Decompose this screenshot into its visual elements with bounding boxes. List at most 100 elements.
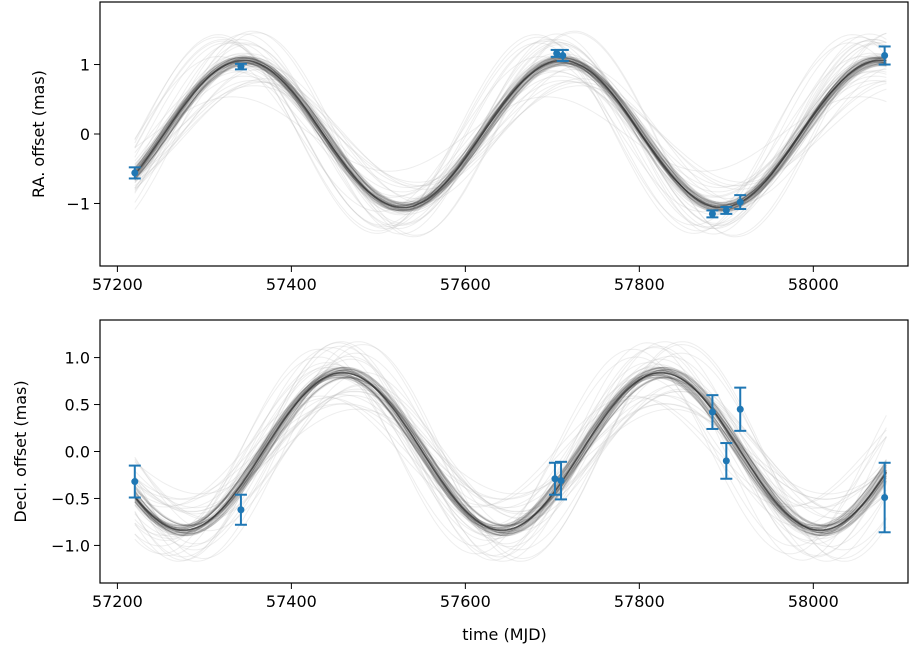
model-curve-faint bbox=[134, 85, 887, 183]
model-curve bbox=[134, 61, 887, 207]
data-marker bbox=[722, 206, 730, 214]
model-curve-faint bbox=[134, 44, 887, 224]
model-curve bbox=[134, 376, 887, 527]
x-tick-label: 58000 bbox=[788, 592, 839, 611]
model-curve-faint bbox=[134, 408, 887, 495]
model-curve-faint bbox=[134, 382, 887, 521]
model-curve-faint bbox=[134, 30, 887, 238]
model-curve bbox=[134, 374, 887, 529]
data-point bbox=[706, 394, 719, 430]
decl-y-ticks: 1.0 0.5 0.0 −0.5 −1.0 bbox=[51, 349, 100, 555]
model-curve-faint bbox=[134, 397, 887, 506]
model-curve-faint bbox=[134, 366, 887, 537]
model-curve bbox=[134, 61, 887, 207]
ra-x-ticks: 57200 57400 57600 57800 58000 bbox=[92, 266, 839, 294]
decl-x-ticks: 57200 57400 57600 57800 58000 bbox=[92, 583, 839, 611]
decl-y-axis-label: Decl. offset (mas) bbox=[11, 380, 30, 522]
model-curve bbox=[134, 368, 887, 535]
model-curve-faint bbox=[134, 34, 887, 234]
data-marker bbox=[131, 478, 139, 486]
x-tick-label: 57600 bbox=[440, 275, 491, 294]
model-curve bbox=[134, 56, 887, 212]
model-curve bbox=[134, 374, 887, 529]
model-curve bbox=[134, 376, 887, 527]
data-marker bbox=[881, 494, 889, 502]
x-tick-label: 57600 bbox=[440, 592, 491, 611]
x-tick-label: 58000 bbox=[788, 275, 839, 294]
model-curve-faint bbox=[134, 70, 887, 198]
model-curve bbox=[134, 61, 887, 207]
model-curve bbox=[134, 374, 887, 529]
model-curve-faint bbox=[134, 388, 887, 515]
decl-model-curves bbox=[134, 341, 888, 562]
data-marker bbox=[551, 475, 559, 483]
model-curve bbox=[134, 376, 887, 527]
model-curve bbox=[134, 375, 887, 528]
model-curve bbox=[134, 377, 887, 526]
model-curve bbox=[134, 368, 887, 535]
model-curve-faint bbox=[134, 358, 887, 545]
model-curve-faint bbox=[134, 38, 887, 230]
data-point bbox=[878, 461, 891, 534]
x-tick-label: 57800 bbox=[614, 592, 665, 611]
model-curve bbox=[134, 58, 887, 210]
data-point bbox=[878, 45, 891, 66]
model-curve-faint bbox=[134, 38, 887, 230]
data-marker bbox=[237, 63, 245, 71]
data-point bbox=[234, 62, 247, 71]
data-marker bbox=[881, 51, 889, 59]
model-curve bbox=[134, 62, 887, 206]
y-tick-label: 0.5 bbox=[65, 396, 90, 415]
model-curve-faint bbox=[134, 81, 887, 187]
data-marker bbox=[736, 198, 744, 206]
x-tick-label: 57400 bbox=[266, 275, 317, 294]
model-curve bbox=[134, 376, 887, 527]
x-tick-label: 57200 bbox=[92, 275, 143, 294]
model-curve bbox=[134, 62, 887, 206]
model-curve-faint bbox=[134, 52, 887, 216]
model-curve bbox=[134, 64, 887, 204]
model-curve bbox=[134, 55, 887, 213]
data-point bbox=[720, 205, 733, 215]
model-curve-faint bbox=[134, 342, 887, 561]
model-curve bbox=[134, 372, 887, 531]
model-curve bbox=[134, 64, 887, 204]
model-curve bbox=[134, 64, 887, 204]
data-point bbox=[720, 442, 733, 480]
model-curve-best bbox=[134, 59, 887, 209]
model-curve bbox=[134, 367, 887, 536]
model-curve-faint bbox=[134, 343, 887, 560]
model-curve-faint bbox=[134, 53, 887, 215]
model-curve bbox=[134, 369, 887, 534]
data-marker bbox=[131, 169, 139, 177]
model-curve-faint bbox=[134, 376, 887, 527]
data-point bbox=[128, 464, 141, 499]
model-curve bbox=[134, 60, 887, 208]
data-point bbox=[234, 493, 247, 526]
data-point bbox=[555, 460, 568, 501]
model-curve-faint bbox=[134, 81, 887, 187]
model-curve-faint bbox=[134, 394, 887, 509]
ra-model-curves bbox=[134, 30, 887, 238]
data-marker bbox=[708, 408, 716, 416]
y-tick-label: 1.0 bbox=[65, 349, 90, 368]
model-curve bbox=[134, 57, 887, 211]
y-tick-label: 0 bbox=[80, 125, 90, 144]
model-curve-faint bbox=[134, 79, 887, 189]
model-curve bbox=[134, 368, 887, 535]
model-curve bbox=[134, 63, 887, 205]
model-curve-faint bbox=[134, 384, 887, 519]
model-curve-faint bbox=[134, 346, 887, 557]
model-curve-faint bbox=[134, 33, 887, 235]
y-tick-label: −0.5 bbox=[51, 489, 90, 508]
model-curve-faint bbox=[134, 394, 887, 509]
model-curve bbox=[134, 372, 887, 531]
model-curve-faint bbox=[134, 96, 887, 172]
model-curve-faint bbox=[134, 41, 887, 227]
model-curve bbox=[134, 58, 887, 210]
model-curve bbox=[134, 371, 887, 532]
model-curve-faint bbox=[134, 403, 887, 500]
data-point bbox=[734, 386, 747, 432]
model-curve-faint bbox=[134, 75, 887, 193]
